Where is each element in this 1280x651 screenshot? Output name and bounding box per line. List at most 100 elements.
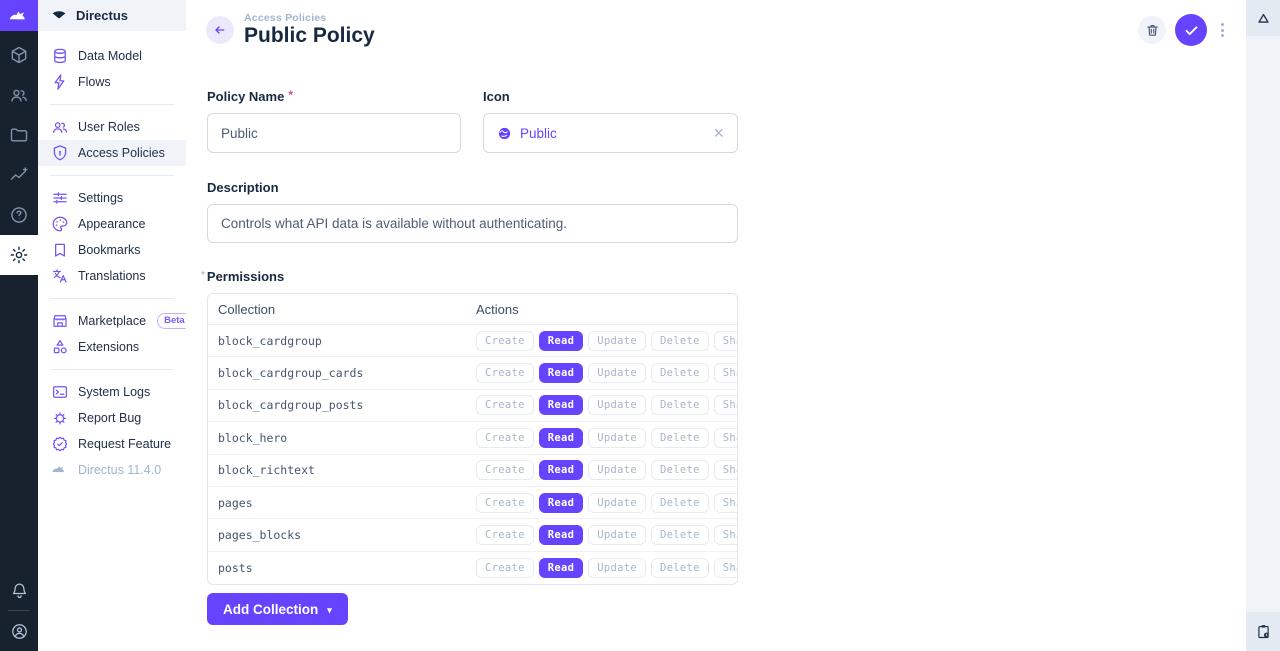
action-chip-update[interactable]: Update <box>588 395 646 416</box>
action-chip-update[interactable]: Update <box>588 330 646 351</box>
collection-name: block_hero <box>218 430 288 445</box>
sidebar-item-system-logs[interactable]: System Logs <box>38 379 186 405</box>
permission-row: block_hero CreateReadUpdateDeleteShare× <box>208 422 737 455</box>
account-button[interactable] <box>0 611 38 651</box>
action-chip-share[interactable]: Share <box>713 460 737 481</box>
sidebar-item-data-model[interactable]: Data Model <box>38 43 186 69</box>
sidebar-item-flows[interactable]: Flows <box>38 69 186 95</box>
sidebar-item-appearance[interactable]: Appearance <box>38 211 186 237</box>
action-chip-create[interactable]: Create <box>476 427 534 448</box>
action-chip-create[interactable]: Create <box>476 460 534 481</box>
action-chip-delete[interactable]: Delete <box>650 330 709 351</box>
project-header[interactable]: Directus <box>38 0 186 31</box>
action-chip-create[interactable]: Create <box>476 395 534 416</box>
action-chip-share[interactable]: Share <box>713 492 737 513</box>
action-chip-share[interactable]: Share <box>713 525 737 546</box>
sidebar-item-translations[interactable]: Translations <box>38 263 186 289</box>
action-chip-delete[interactable]: Delete <box>650 557 709 578</box>
add-collection-button[interactable]: Add Collection ▾ <box>207 593 348 626</box>
action-chip-share[interactable]: Share <box>713 363 737 384</box>
action-chip-delete[interactable]: Delete <box>650 395 709 416</box>
action-chip-share[interactable]: Share <box>713 557 737 578</box>
action-chip-read[interactable]: Read <box>538 395 584 416</box>
page-title: Public Policy <box>244 24 375 48</box>
action-chip-update[interactable]: Update <box>588 492 646 513</box>
action-chip-read[interactable]: Read <box>538 363 584 384</box>
sidebar-item-bookmarks[interactable]: Bookmarks <box>38 237 186 263</box>
action-chip-delete[interactable]: Delete <box>650 427 709 448</box>
sidebar-item-report-bug[interactable]: Report Bug <box>38 405 186 431</box>
sidebar-item-access-policies[interactable]: Access Policies <box>38 140 186 166</box>
revisions-button[interactable] <box>1246 612 1280 651</box>
action-chip-create[interactable]: Create <box>476 363 534 384</box>
storefront-icon <box>51 312 69 330</box>
action-chip-share[interactable]: Share <box>713 427 737 448</box>
sidebar-item-user-roles[interactable]: User Roles <box>38 114 186 140</box>
description-input[interactable]: Controls what API data is available with… <box>207 204 738 243</box>
action-chip-create[interactable]: Create <box>476 525 534 546</box>
save-button[interactable] <box>1175 14 1207 46</box>
action-chip-read[interactable]: Read <box>538 330 584 351</box>
action-chip-delete[interactable]: Delete <box>650 492 709 513</box>
project-name: Directus <box>76 8 129 23</box>
clear-icon[interactable]: × <box>713 123 724 143</box>
sidebar-item-extensions[interactable]: Extensions <box>38 334 186 360</box>
module-file-library[interactable] <box>0 115 38 155</box>
delete-button[interactable] <box>1138 16 1166 44</box>
module-content[interactable] <box>0 35 38 75</box>
action-chip-share[interactable]: Share <box>713 330 737 351</box>
chart-icon <box>9 165 29 185</box>
action-chip-read[interactable]: Read <box>538 525 584 546</box>
permission-row: block_richtext CreateReadUpdateDeleteShar… <box>208 455 737 487</box>
module-documentation[interactable] <box>0 195 38 235</box>
notifications-button[interactable] <box>0 570 38 610</box>
action-chip-create[interactable]: Create <box>476 330 534 351</box>
sidebar-toggle[interactable] <box>1246 0 1280 36</box>
bell-icon <box>10 581 29 600</box>
action-chip-update[interactable]: Update <box>588 460 646 481</box>
action-chip-update[interactable]: Update <box>588 557 646 578</box>
required-mark: * <box>288 88 293 102</box>
directus-logo[interactable] <box>0 0 38 31</box>
action-chip-update[interactable]: Update <box>588 525 646 546</box>
breadcrumb[interactable]: Access Policies <box>244 12 327 25</box>
action-chip-read[interactable]: Read <box>538 460 584 481</box>
action-chip-read[interactable]: Read <box>538 427 584 448</box>
more-options-button[interactable] <box>1216 23 1228 37</box>
action-chip-update[interactable]: Update <box>588 427 646 448</box>
sidebar-item-version: Directus 11.4.0 <box>38 457 186 483</box>
module-insights[interactable] <box>0 155 38 195</box>
sidebar-item-request-feature[interactable]: Request Feature <box>38 431 186 457</box>
sidebar-item-marketplace[interactable]: Marketplace Beta <box>38 308 192 334</box>
icon-input[interactable]: Public × <box>483 113 738 153</box>
description-label: Description <box>207 180 279 195</box>
action-chip-read[interactable]: Read <box>538 557 584 578</box>
bookmark-icon <box>51 241 69 259</box>
dot <box>1220 28 1224 32</box>
module-settings[interactable] <box>0 235 38 275</box>
icon-label: Icon <box>483 89 510 104</box>
help-icon <box>9 205 29 225</box>
triangle-icon <box>1255 10 1272 27</box>
permission-row: block_cardgroup_cards Create Read Update Del… <box>208 357 737 390</box>
action-chip-delete[interactable]: Delete <box>650 363 709 384</box>
back-button[interactable] <box>206 16 234 44</box>
divider <box>8 610 30 611</box>
action-chip-read[interactable]: Read <box>538 492 584 513</box>
permissions-rows: block_cardgroupCreateReadUpdateDeleteSha… <box>208 325 737 584</box>
action-chip-delete[interactable]: Delete <box>650 525 709 546</box>
collection-name: pages <box>218 495 253 510</box>
action-chip-share[interactable]: Share <box>713 395 737 416</box>
dot <box>1220 34 1224 37</box>
action-chip-create[interactable]: Create <box>476 557 534 578</box>
action-chip-delete[interactable]: Delete <box>650 460 709 481</box>
sliders-icon <box>51 189 69 207</box>
sidebar-item-settings[interactable]: Settings <box>38 185 186 211</box>
action-chip-create[interactable]: Create <box>476 492 534 513</box>
policy-name-input[interactable]: Public <box>207 113 461 153</box>
terminal-icon <box>51 383 69 401</box>
module-user-directory[interactable] <box>0 75 38 115</box>
sidebar-item-label: Appearance <box>78 217 146 231</box>
palette-icon <box>51 215 69 233</box>
action-chip-update[interactable]: Update <box>588 363 646 384</box>
